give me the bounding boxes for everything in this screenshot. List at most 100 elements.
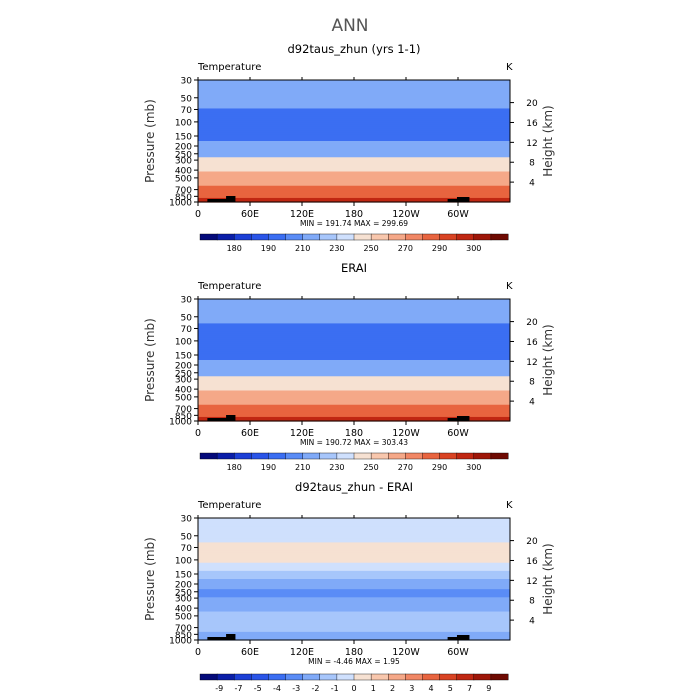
y-axis-label: Pressure (mb) bbox=[143, 537, 157, 621]
colorbar-box bbox=[302, 452, 321, 460]
left-label: Temperature bbox=[197, 500, 261, 511]
height-tick-label: 4 bbox=[529, 179, 535, 189]
colorbar-box bbox=[336, 233, 355, 241]
heatmap-band bbox=[198, 398, 510, 402]
colorbar-label: 7 bbox=[467, 684, 472, 693]
x-tick-label: 120E bbox=[290, 428, 314, 439]
heatmap-band bbox=[198, 169, 510, 173]
x-tick-label: 120W bbox=[392, 428, 420, 439]
colorbar-box bbox=[422, 233, 441, 241]
heatmap-band bbox=[198, 88, 510, 91]
y-tick-label: 250 bbox=[175, 369, 192, 379]
height-tick-label: 8 bbox=[529, 378, 535, 388]
heatmap-band bbox=[198, 530, 510, 533]
height-tick-label: 12 bbox=[526, 139, 537, 149]
heatmap-band bbox=[198, 410, 510, 414]
heatmap-band bbox=[198, 120, 510, 124]
heatmap-band bbox=[198, 406, 510, 410]
heatmap-band bbox=[198, 611, 510, 615]
colorbar-label: -1 bbox=[331, 684, 339, 693]
colorbar-label: 190 bbox=[261, 463, 276, 472]
heatmap-band bbox=[198, 325, 510, 329]
y-tick-label: 150 bbox=[175, 132, 192, 142]
colorbar-label: 1 bbox=[371, 684, 376, 693]
y-tick-label: 50 bbox=[181, 532, 193, 542]
height-tick-label: 4 bbox=[529, 617, 535, 627]
topography-mark bbox=[226, 196, 236, 202]
y-tick-label: 50 bbox=[181, 313, 193, 323]
heatmap-band bbox=[198, 528, 510, 531]
heatmap-band bbox=[198, 621, 510, 625]
x-tick-label: 0 bbox=[195, 209, 201, 220]
x-tick-label: 120W bbox=[392, 647, 420, 658]
colorbar-label: 290 bbox=[432, 463, 447, 472]
colorbar: 180 190 210 230 250 270 290 300 bbox=[199, 233, 509, 253]
heatmap-band bbox=[198, 526, 510, 529]
heatmap-band bbox=[198, 635, 510, 639]
heatmap-band bbox=[198, 570, 510, 574]
heatmap-band bbox=[198, 173, 510, 177]
heatmap-band bbox=[198, 585, 510, 588]
topography-mark bbox=[226, 415, 236, 421]
heatmap-band bbox=[198, 82, 510, 85]
heatmap-band bbox=[198, 368, 510, 371]
y-tick-label: 850 bbox=[175, 193, 192, 203]
y-tick-label: 70 bbox=[181, 106, 193, 116]
heatmap-band bbox=[198, 118, 510, 122]
heatmap-band bbox=[198, 313, 510, 316]
height-tick-label: 20 bbox=[526, 537, 538, 547]
colorbar-box bbox=[336, 673, 355, 681]
heatmap-band bbox=[198, 536, 510, 539]
heatmap-band bbox=[198, 112, 510, 116]
colorbar-box bbox=[199, 233, 218, 241]
height-tick-label: 12 bbox=[526, 358, 537, 368]
colorbar-box bbox=[405, 233, 423, 241]
right-label: K bbox=[506, 500, 513, 511]
colorbar-box bbox=[353, 673, 372, 681]
heatmap-band bbox=[198, 197, 510, 201]
heatmap-band bbox=[198, 307, 510, 310]
panel-2: ERAI Temperature K 0 60E 120E 180 120W 60W 30 50 70… bbox=[143, 261, 555, 472]
colorbar-box bbox=[439, 233, 458, 241]
heatmap-band bbox=[198, 183, 510, 187]
heatmap-band bbox=[198, 637, 510, 641]
topography-mark bbox=[456, 635, 470, 640]
colorbar-label: -7 bbox=[235, 684, 243, 693]
colorbar-label: 230 bbox=[329, 244, 344, 253]
colorbar-label: 290 bbox=[432, 244, 447, 253]
colorbar-label: 230 bbox=[329, 463, 344, 472]
heatmap-band bbox=[198, 337, 510, 341]
heatmap-band bbox=[198, 181, 510, 185]
colorbar-box bbox=[422, 452, 441, 460]
heatmap-band bbox=[198, 177, 510, 181]
right-label: K bbox=[506, 62, 513, 73]
y-tick-label: 400 bbox=[175, 605, 192, 615]
heatmap-band bbox=[198, 364, 510, 367]
colorbar-box bbox=[234, 452, 252, 460]
heatmap-band bbox=[198, 625, 510, 629]
heatmap-band bbox=[198, 86, 510, 89]
height-tick-label: 20 bbox=[526, 318, 538, 328]
colorbar-box bbox=[456, 673, 475, 681]
y-tick-label: 300 bbox=[175, 376, 192, 386]
heatmap-band bbox=[198, 629, 510, 633]
heatmap-band bbox=[198, 627, 510, 631]
x-tick-label: 0 bbox=[195, 647, 201, 658]
heatmap-band bbox=[198, 601, 510, 604]
heatmap-band bbox=[198, 163, 510, 166]
heatmap-band bbox=[198, 542, 510, 546]
x-tick-label: 60E bbox=[241, 209, 259, 220]
colorbar-box bbox=[216, 452, 235, 460]
height-tick-label: 4 bbox=[529, 398, 535, 408]
heatmap-band bbox=[198, 562, 510, 566]
heatmap-band bbox=[198, 175, 510, 179]
colorbar-label: 5 bbox=[448, 684, 453, 693]
colorbar-box bbox=[353, 452, 372, 460]
height-tick-label: 16 bbox=[526, 119, 538, 129]
heatmap-band bbox=[198, 309, 510, 312]
heatmap-band bbox=[198, 355, 510, 359]
height-tick-label: 12 bbox=[526, 577, 537, 587]
heatmap-band bbox=[198, 372, 510, 375]
colorbar-box bbox=[456, 233, 475, 241]
colorbar-label: 3 bbox=[409, 684, 414, 693]
